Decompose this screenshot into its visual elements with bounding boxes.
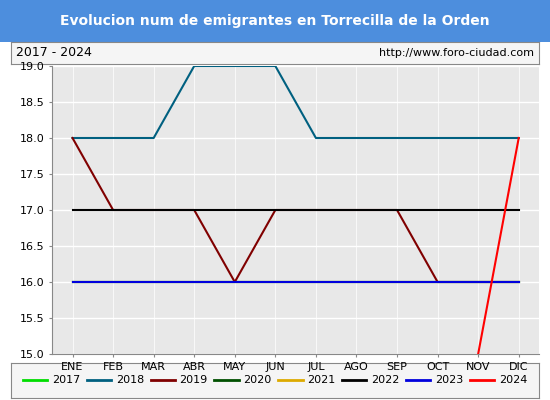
Text: Evolucion num de emigrantes en Torrecilla de la Orden: Evolucion num de emigrantes en Torrecill… xyxy=(60,14,490,28)
Text: 2017 - 2024: 2017 - 2024 xyxy=(16,46,92,60)
Legend: 2017, 2018, 2019, 2020, 2021, 2022, 2023, 2024: 2017, 2018, 2019, 2020, 2021, 2022, 2023… xyxy=(19,371,531,390)
Text: http://www.foro-ciudad.com: http://www.foro-ciudad.com xyxy=(379,48,534,58)
